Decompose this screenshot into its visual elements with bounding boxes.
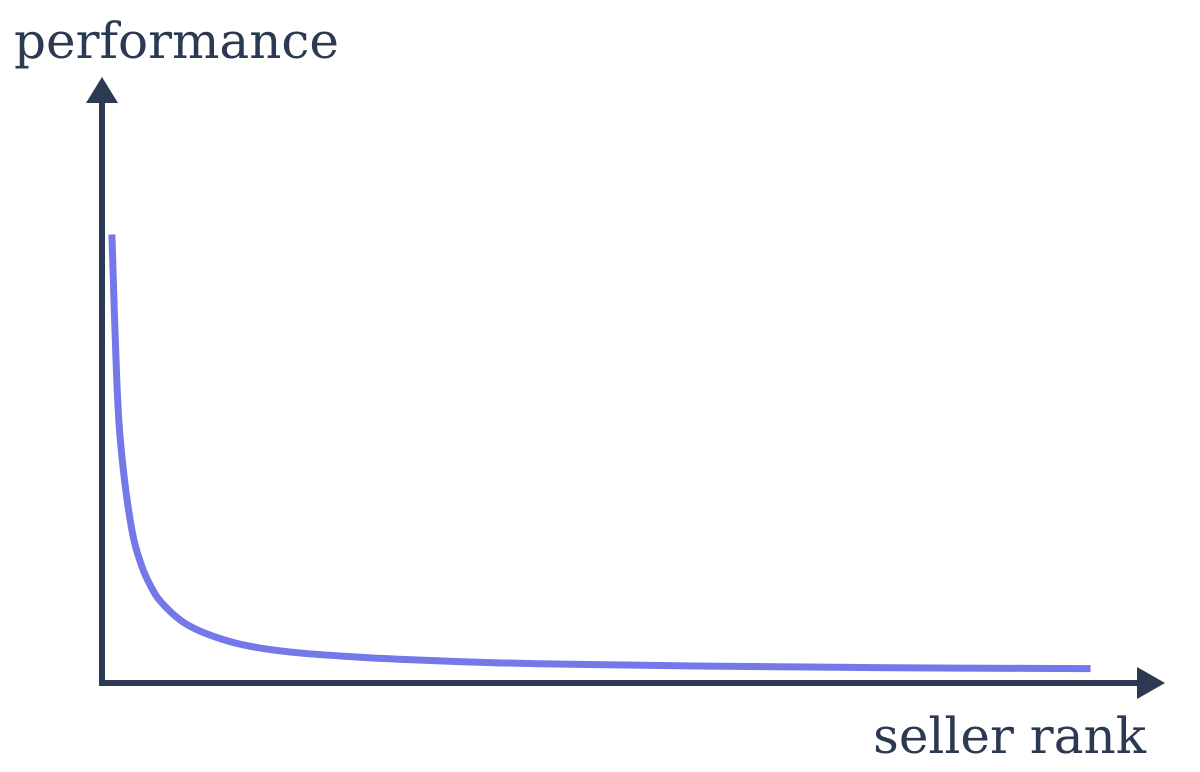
- axes: [86, 77, 1165, 699]
- series-group: [108, 234, 1091, 673]
- x-axis-arrow: [1137, 667, 1165, 699]
- y-axis-label: performance: [14, 12, 339, 70]
- y-axis-arrow: [86, 77, 118, 103]
- series-line: [108, 234, 1091, 673]
- x-axis-label: seller rank: [873, 707, 1147, 765]
